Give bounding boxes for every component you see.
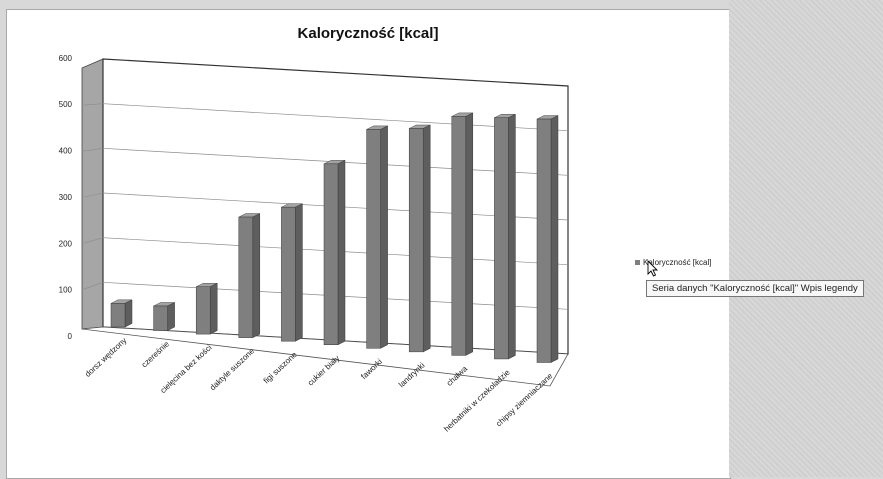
y-tick-label: 400 xyxy=(59,147,73,156)
bar[interactable] xyxy=(238,213,261,339)
side-gridline xyxy=(81,148,104,152)
y-tick-label: 300 xyxy=(59,193,73,202)
x-tick-label: cielęcina bez kości xyxy=(159,343,214,395)
gridline xyxy=(102,103,569,132)
tooltip: Seria danych "Kaloryczność [kcal]" Wpis … xyxy=(646,280,864,297)
side-gridline xyxy=(81,282,104,291)
y-tick-label: 100 xyxy=(59,286,73,295)
bars[interactable] xyxy=(110,112,559,363)
chart-title[interactable]: Kaloryczność [kcal] xyxy=(298,25,439,42)
bar[interactable] xyxy=(153,302,175,331)
bar[interactable] xyxy=(408,124,431,353)
y-axis: 0 100 200 300 400 500 600 xyxy=(59,54,73,341)
x-tick-label: czereśnie xyxy=(140,339,172,369)
y-tick-label: 200 xyxy=(59,239,73,248)
side-gridline xyxy=(81,192,104,198)
bar[interactable] xyxy=(494,113,516,360)
bar[interactable] xyxy=(195,282,218,335)
bar[interactable] xyxy=(366,125,388,349)
x-tick-label: daktyle suszone xyxy=(208,346,256,392)
bar[interactable] xyxy=(110,299,133,328)
side-gridline xyxy=(81,103,104,106)
legend[interactable]: Kaloryczność [kcal] xyxy=(635,258,711,267)
y-tick-label: 500 xyxy=(59,100,73,109)
legend-label[interactable]: Kaloryczność [kcal] xyxy=(643,258,711,267)
side-gridline xyxy=(81,237,104,244)
bar[interactable] xyxy=(281,203,303,342)
x-tick-label: figi suszone xyxy=(262,350,299,386)
y-tick-label: 0 xyxy=(68,332,73,341)
y-tick-label: 600 xyxy=(59,54,73,63)
floor xyxy=(81,326,569,387)
side-panel xyxy=(729,0,883,477)
bar[interactable] xyxy=(451,112,474,356)
x-tick-label: dorsz wędzony xyxy=(83,336,128,379)
mouse-cursor-icon xyxy=(647,259,659,277)
bar[interactable] xyxy=(536,115,559,363)
legend-marker xyxy=(635,260,640,265)
bar[interactable] xyxy=(323,159,346,346)
